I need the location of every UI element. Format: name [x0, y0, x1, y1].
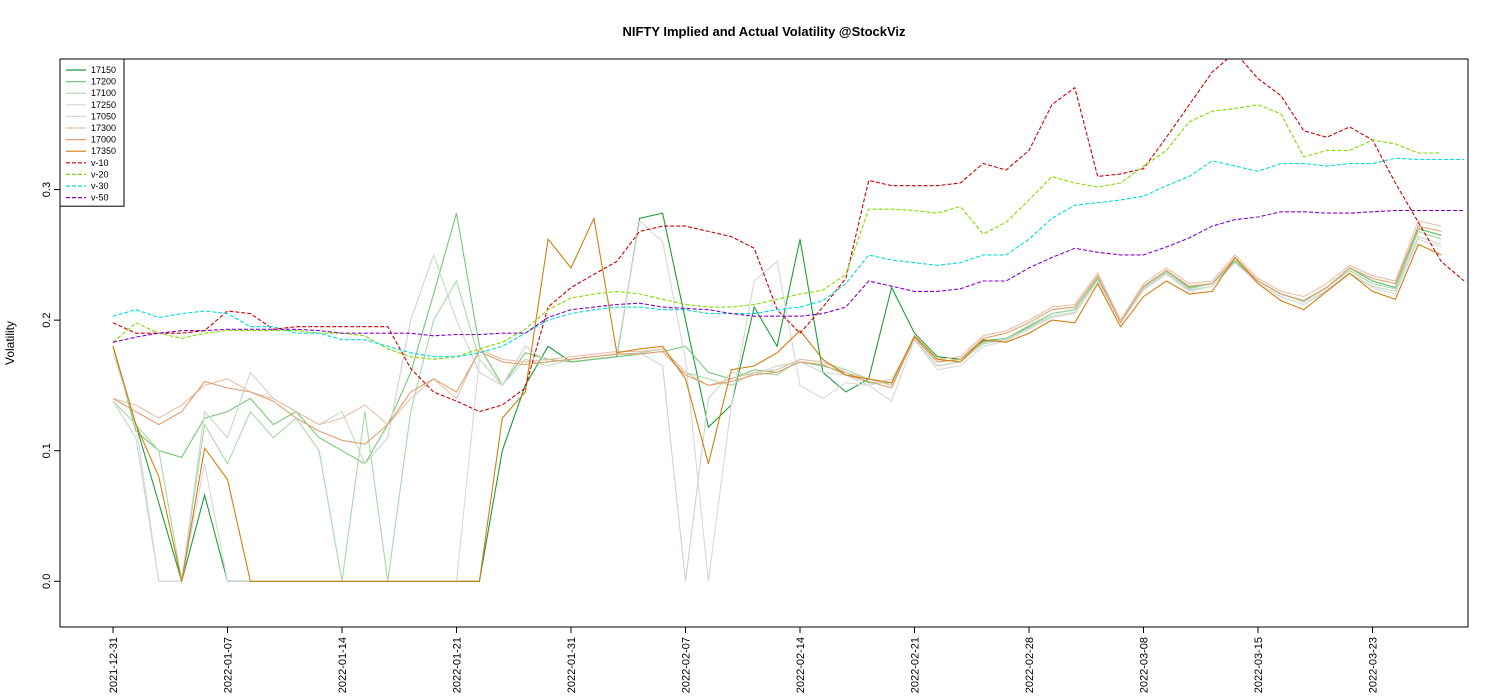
legend-label: v-20 — [91, 169, 109, 179]
legend-label: v-30 — [91, 181, 109, 191]
x-tick-label: 2022-01-21 — [452, 637, 464, 693]
series-line-17100 — [112, 230, 1442, 582]
legend-label: v-50 — [91, 193, 109, 203]
legend-label: 17200 — [91, 77, 116, 87]
chart-title: NIFTY Implied and Actual Volatility @Sto… — [622, 24, 906, 39]
series-line-v-20 — [112, 104, 1442, 360]
legend-label: 17150 — [91, 65, 116, 75]
series-line-17200 — [112, 212, 1442, 465]
y-tick-label: 0.1 — [41, 443, 53, 458]
legend-label: 17050 — [91, 111, 116, 121]
y-tick-label: 0.3 — [41, 182, 53, 197]
x-tick-label: 2022-01-07 — [223, 637, 235, 693]
legend-box — [59, 58, 125, 207]
legend-label: 17100 — [91, 88, 116, 98]
series-line-17250 — [112, 235, 1442, 582]
x-tick-label: 2022-02-07 — [681, 637, 693, 693]
y-tick-label: 0.2 — [41, 313, 53, 328]
y-tick-label: 0.0 — [41, 574, 53, 589]
series-line-v-50 — [112, 209, 1465, 343]
legend-label: v-10 — [91, 158, 109, 168]
series-lines — [112, 59, 1465, 584]
y-axis: 0.0 0.1 0.2 0.3 — [41, 182, 60, 589]
x-tick-label: 2022-02-28 — [1024, 637, 1036, 693]
legend-label: 17000 — [91, 135, 116, 145]
series-line-17000 — [112, 225, 1442, 445]
x-tick-label: 2022-03-08 — [1139, 637, 1151, 693]
plot-frame — [59, 58, 1469, 628]
y-axis-label: Volatility — [3, 321, 17, 365]
series-line-v-10 — [112, 59, 1465, 413]
legend-label: 17250 — [91, 100, 116, 110]
series-line-17050 — [112, 219, 1442, 582]
x-axis: 2021-12-31 2022-01-07 2022-01-14 2022-01-21… — [108, 627, 1380, 693]
x-tick-label: 2021-12-31 — [108, 637, 120, 693]
x-tick-label: 2022-01-14 — [337, 637, 349, 693]
x-tick-label: 2022-03-15 — [1253, 637, 1265, 693]
series-line-v-30 — [112, 157, 1465, 358]
series-line-17350 — [112, 216, 1442, 582]
x-tick-label: 2022-01-31 — [566, 637, 578, 693]
legend-label: 17350 — [91, 146, 116, 156]
x-tick-label: 2022-02-14 — [795, 637, 807, 693]
x-tick-label: 2022-02-21 — [910, 637, 922, 693]
x-tick-label: 2022-03-23 — [1368, 637, 1380, 693]
legend-label: 17300 — [91, 123, 116, 133]
series-line-17300 — [112, 220, 1442, 426]
